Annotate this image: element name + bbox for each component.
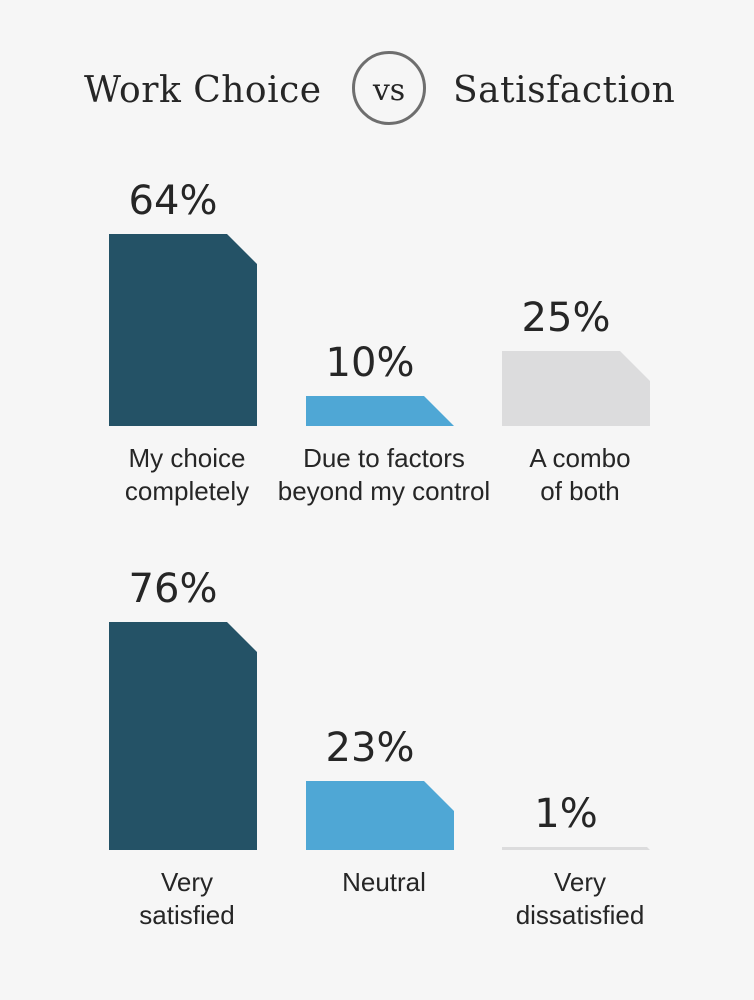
value-label-1-2: 10% <box>326 340 415 386</box>
category-label-2-2: Neutral <box>342 867 426 897</box>
value-label-2-1: 76% <box>129 566 218 612</box>
category-label-1-3: A combo of both <box>529 443 630 506</box>
bar-2-2 <box>306 781 454 850</box>
bar-1-1 <box>109 234 257 426</box>
chart-2: 76% Very satisfied 23% Neutral 1% Very dissatis… <box>109 566 650 930</box>
category-label-1-2: Due to factors beyond my control <box>278 443 490 506</box>
title-work-choice: Work Choice <box>84 70 322 111</box>
bar-1-2 <box>306 396 454 426</box>
title-satisfaction: Satisfaction <box>453 70 676 111</box>
value-label-1-1: 64% <box>129 178 218 224</box>
vs-badge: vs <box>352 51 426 125</box>
category-label-1-1: My choice completely <box>125 443 249 506</box>
chart-1: 64% My choice completely 10% Due to factors b… <box>109 178 650 506</box>
category-label-2-3: Very dissatisfied <box>516 867 645 930</box>
value-label-2-3: 1% <box>534 791 597 837</box>
vs-label: vs <box>372 73 406 108</box>
header: Work Choice vs Satisfaction <box>0 48 754 132</box>
bar-2-1 <box>109 622 257 850</box>
value-label-1-3: 25% <box>522 295 611 341</box>
category-label-2-1: Very satisfied <box>139 867 234 930</box>
value-label-2-2: 23% <box>326 725 415 771</box>
bar-1-3 <box>502 351 650 426</box>
bar-2-3 <box>502 847 650 850</box>
